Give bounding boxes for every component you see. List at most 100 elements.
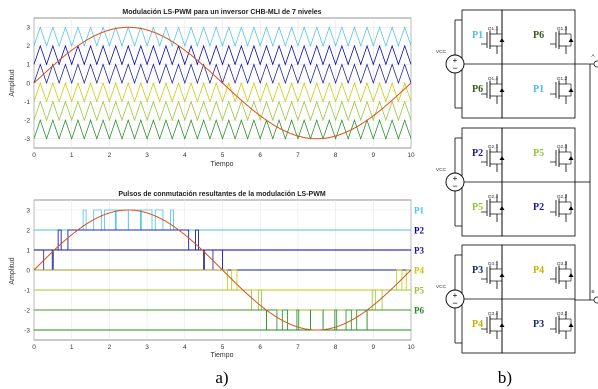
x-tick-label: 6 [258, 152, 262, 159]
x-tick-label: 2 [108, 152, 112, 159]
mosfet-switch: Q1,4 [481, 76, 505, 104]
pulse-label-P2: P2 [414, 226, 424, 236]
switch-name: Q2,3 [557, 144, 568, 150]
x-tick-label: 6 [258, 344, 262, 351]
x-tick-label: 3 [145, 152, 149, 159]
dc-source-icon [445, 289, 465, 309]
top-chart-title: Modulación LS-PWM para un inversor CHB-M… [122, 9, 321, 16]
pulse-label-P6: P6 [414, 306, 424, 316]
terminal-A-label: A [591, 53, 595, 59]
top-x-label: Tiempo [210, 161, 233, 168]
y-tick-label: 2 [26, 43, 30, 50]
vcc-label: VCC [436, 167, 447, 173]
bottom-x-label: Tiempo [210, 352, 233, 359]
x-tick-label: 10 [407, 152, 415, 159]
plus-sign: + [453, 56, 458, 65]
x-tick-label: 9 [371, 344, 375, 351]
switch-name: Q1,4 [488, 76, 499, 82]
terminal-B-label: B [591, 289, 594, 295]
x-tick-label: 4 [183, 344, 187, 351]
diode-icon [499, 38, 505, 42]
mosfet-switch: Q3,1 [481, 261, 505, 289]
gate-label-P4: P4 [472, 319, 483, 330]
y-tick-label: 3 [26, 25, 30, 32]
carrier-wave-4 [33, 81, 412, 103]
gate-label-P6: P6 [533, 30, 544, 41]
bottom-y-label: Amplitud [9, 257, 16, 284]
y-tick-label: -2 [24, 307, 30, 314]
y-tick-label: -1 [24, 99, 30, 106]
y-tick-label: 1 [26, 62, 30, 69]
vcc-label: VCC [436, 49, 447, 55]
x-tick-label: 5 [221, 152, 225, 159]
gate-label-P2: P2 [472, 148, 483, 159]
diode-icon [568, 38, 574, 42]
switch-name: Q1,3 [557, 26, 568, 32]
hbridge-cell-1: +− VCC Q1,1 P1 Q1,3 P6 Q1,4 P6 Q1,2 P1 [436, 9, 576, 119]
switch-name: Q3,2 [557, 311, 568, 317]
carrier-wave-2 [33, 44, 412, 66]
bottom-pulse-labels: P1 P2 P3 P4 P5 P6 [414, 206, 424, 316]
carrier-wave-5 [33, 100, 412, 122]
gate-label-P5: P5 [472, 202, 483, 213]
mosfet-switch: Q2,2 [550, 194, 574, 222]
bottom-chart: Pulsos de conmutación resultantes de la … [9, 191, 424, 359]
gate-label-P3: P3 [533, 319, 544, 330]
x-tick-label: 8 [334, 152, 338, 159]
pulse-label-P4: P4 [414, 266, 424, 276]
y-tick-label: -3 [24, 327, 30, 334]
pulse-label-P1: P1 [414, 206, 424, 216]
gate-label-P4: P4 [533, 265, 544, 276]
chb-circuit-diagram: +−VCCQ1,1P1Q1,3P6Q1,4P6Q1,2P1+−VCCQ2,1P2… [436, 9, 598, 354]
bottom-chart-title: Pulsos de conmutación resultantes de la … [118, 191, 325, 198]
top-sine-reference [33, 26, 412, 140]
pulse-label-P3: P3 [414, 246, 424, 256]
output-terminals: AB [575, 53, 598, 304]
top-x-ticks: 0 1 2 3 4 5 6 7 8 9 10 [32, 152, 415, 159]
bottom-y-ticks: 3 2 1 0 -1 -2 -3 [24, 207, 30, 334]
x-tick-label: 8 [334, 344, 338, 351]
dc-source-icon [445, 172, 465, 192]
terminal-A-icon [593, 60, 598, 68]
gate-label-P6: P6 [472, 84, 483, 95]
switch-name: Q2,1 [488, 144, 499, 150]
diode-icon [568, 273, 574, 277]
plus-sign: + [453, 174, 458, 183]
mosfet-switch: Q1,2 [550, 76, 574, 104]
bottom-x-ticks: 0 1 2 3 4 5 6 7 8 9 10 [32, 344, 415, 351]
switch-name: Q1,2 [557, 76, 568, 82]
y-tick-label: 1 [26, 247, 30, 254]
y-tick-label: 0 [26, 267, 30, 274]
y-tick-label: -3 [24, 136, 30, 143]
x-tick-label: 2 [108, 344, 112, 351]
y-tick-label: 3 [26, 207, 30, 214]
caption-a: a) [215, 368, 228, 387]
diode-icon [499, 156, 505, 160]
terminal-B-icon [593, 296, 598, 304]
y-tick-label: 2 [26, 227, 30, 234]
mosfet-switch: Q2,3 [550, 144, 574, 172]
y-tick-label: -1 [24, 287, 30, 294]
minus-sign: − [452, 63, 457, 73]
carrier-wave-1 [33, 26, 412, 48]
gate-label-P3: P3 [472, 265, 483, 276]
mosfet-switch: Q2,4 [481, 194, 505, 222]
x-tick-label: 0 [32, 152, 36, 159]
hbridge-cell-2: +− VCC Q2,1 P2 Q2,3 P5 Q2,4 P5 Q2,2 P2 [436, 127, 576, 237]
diode-icon [499, 206, 505, 210]
gate-label-P5: P5 [533, 148, 544, 159]
x-tick-label: 5 [221, 344, 225, 351]
pulse-train-P2 [34, 229, 411, 251]
gate-label-P1: P1 [533, 84, 544, 95]
plus-sign: + [453, 291, 458, 300]
top-y-ticks: 3 2 1 0 -1 -2 -3 [24, 25, 30, 143]
mosfet-switch: Q1,3 [550, 26, 574, 54]
mosfet-switch: Q2,1 [481, 144, 505, 172]
dc-source-icon [445, 54, 465, 74]
gate-label-P2: P2 [533, 202, 544, 213]
carrier-wave-6 [33, 118, 412, 140]
top-chart: Modulación LS-PWM para un inversor CHB-M… [9, 9, 415, 168]
hbridge-cell-3: +− VCC Q3,1 P3 Q3,3 P4 Q3,4 P4 Q3,2 P3 [436, 244, 576, 354]
gate-label-P1: P1 [472, 30, 483, 41]
